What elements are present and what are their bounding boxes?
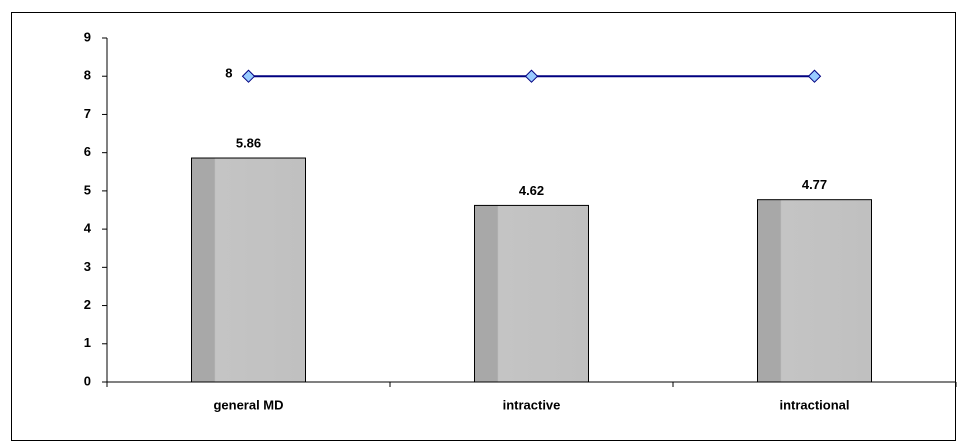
y-tick-label: 6 xyxy=(84,144,91,159)
line-value-label: 8 xyxy=(225,66,232,81)
bar xyxy=(474,204,589,383)
bar-value-label: 4.77 xyxy=(802,177,827,192)
y-tick-label: 2 xyxy=(84,297,91,312)
y-tick-label: 5 xyxy=(84,182,91,197)
y-tick-label: 9 xyxy=(84,29,91,44)
line-marker xyxy=(524,69,539,83)
line-marker xyxy=(241,69,256,83)
y-tick-label: 8 xyxy=(84,68,91,83)
line-marker xyxy=(807,69,822,83)
y-tick-label: 7 xyxy=(84,106,91,121)
x-tick-label: general MD xyxy=(213,397,283,412)
bar-value-label: 5.86 xyxy=(236,135,261,150)
bar xyxy=(191,157,306,383)
y-tick-label: 1 xyxy=(84,335,91,350)
y-tick-label: 4 xyxy=(84,221,92,236)
y-tick-label: 3 xyxy=(84,259,91,274)
bar-value-label: 4.62 xyxy=(519,183,544,198)
x-tick-label: intractive xyxy=(503,397,561,412)
y-tick-label: 0 xyxy=(84,373,91,388)
x-tick-label: intractional xyxy=(779,397,849,412)
bar xyxy=(757,199,872,383)
